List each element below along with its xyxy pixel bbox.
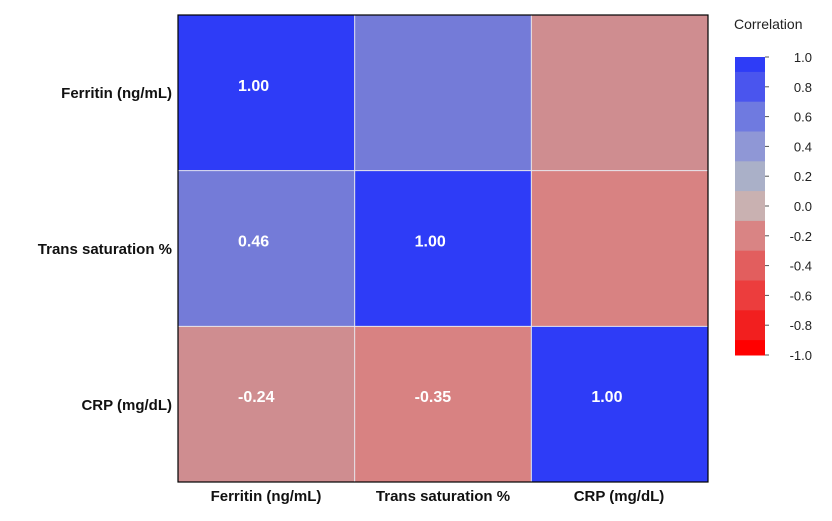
row-label-crp: CRP (mg/dL) <box>81 397 172 414</box>
heatmap-cell-r0-c1 <box>354 15 532 171</box>
legend-swatch <box>735 250 765 281</box>
row-labels: Ferritin (ng/mL) Trans saturation % CRP … <box>38 85 172 414</box>
col-label-ferritin: Ferritin (ng/mL) <box>211 488 322 505</box>
cell-value-label: 1.00 <box>415 234 446 251</box>
legend-swatch <box>735 220 765 252</box>
legend-swatch <box>735 57 765 73</box>
legend-tick-label: 1.0 <box>794 50 812 65</box>
legend-tick-label: 0.6 <box>794 110 812 125</box>
row-label-ferritin: Ferritin (ng/mL) <box>61 85 172 102</box>
legend-swatch <box>735 310 765 341</box>
heatmap-cells: 1.00 0.46 1.00 -0.24 -0.35 1.00 <box>178 15 708 482</box>
heatmap-cell-r1-c1 <box>354 170 532 327</box>
legend-swatch <box>735 340 765 356</box>
cell-value-label: -0.24 <box>238 389 275 406</box>
heatmap-cell-r0-c2 <box>531 15 708 171</box>
legend-tick-label: -0.8 <box>790 318 812 333</box>
heatmap-cell-r1-c2 <box>531 170 708 327</box>
legend-tick-label: -1.0 <box>790 348 812 363</box>
legend-tick-labels: 1.0 0.8 0.6 0.4 0.2 0.0 -0.2 -0.4 -0.6 -0.8 -1.0 <box>765 50 812 363</box>
col-label-crp: CRP (mg/dL) <box>574 488 665 505</box>
legend-tick-label: 0.2 <box>794 169 812 184</box>
legend-tick-label: -0.6 <box>790 288 812 303</box>
heatmap-gridlines <box>178 15 708 482</box>
heatmap-frame <box>177 14 709 483</box>
cell-value-label: -0.35 <box>415 389 452 406</box>
legend-tick-label: 0.8 <box>794 80 812 95</box>
column-labels: Ferritin (ng/mL) Trans saturation % CRP … <box>211 488 665 505</box>
cell-value-label: 1.00 <box>591 389 622 406</box>
legend-swatch <box>735 191 765 222</box>
cell-value-label: 0.46 <box>238 234 269 251</box>
heatmap-cell-r0-c0 <box>178 15 355 171</box>
legend-tick-label: 0.0 <box>794 199 812 214</box>
heatmap-cell-r1-c0 <box>178 170 355 327</box>
heatmap-cell-r2-c2 <box>531 326 708 482</box>
row-label-trans-saturation: Trans saturation % <box>38 241 172 258</box>
legend-tick-label: -0.2 <box>790 229 812 244</box>
cell-value-label: 1.00 <box>238 78 269 95</box>
legend-swatch <box>735 131 765 162</box>
legend-swatch <box>735 161 765 192</box>
legend-title: Correlation <box>734 16 802 32</box>
legend-colorbar <box>735 57 765 356</box>
legend-swatch <box>735 280 765 311</box>
legend-swatch <box>735 71 765 103</box>
heatmap-cell-r2-c0 <box>178 326 355 482</box>
col-label-trans-saturation: Trans saturation % <box>376 488 510 505</box>
legend-swatch <box>735 101 765 132</box>
heatmap-cell-r2-c1 <box>354 326 532 482</box>
legend-tick-label: -0.4 <box>790 259 812 274</box>
legend-tick-label: 0.4 <box>794 139 812 154</box>
